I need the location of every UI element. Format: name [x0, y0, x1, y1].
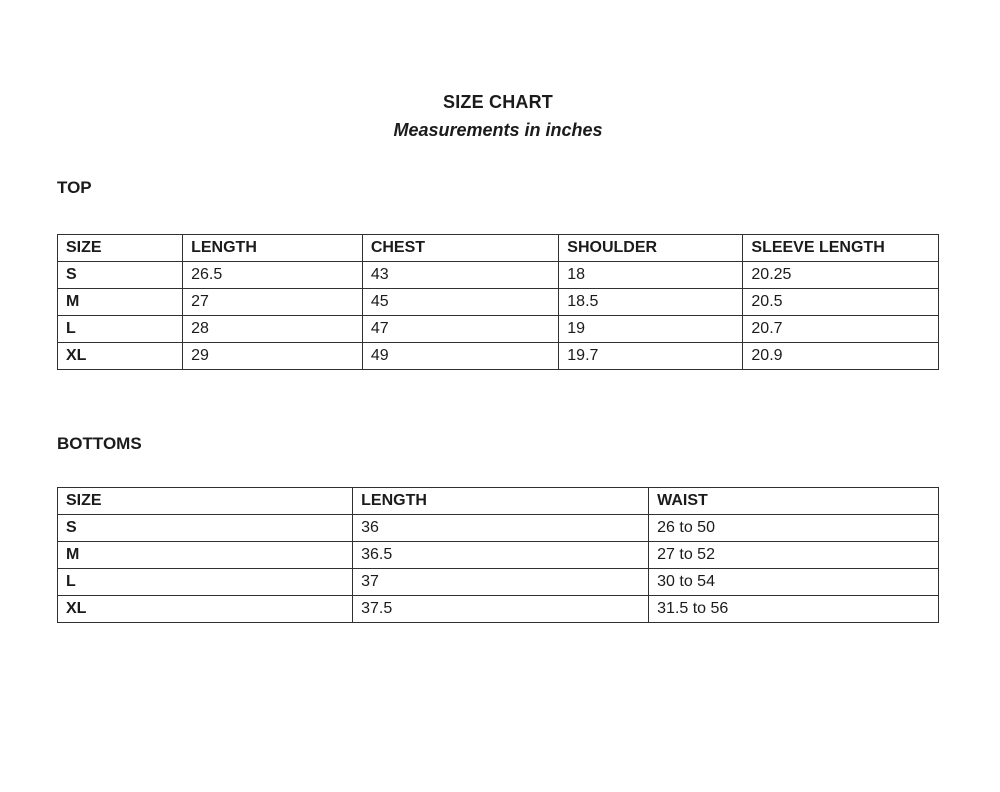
- column-header: LENGTH: [352, 487, 650, 515]
- table-cell: 30 to 54: [648, 568, 939, 596]
- column-header: WAIST: [648, 487, 939, 515]
- column-header: SLEEVE LENGTH: [742, 234, 939, 262]
- table-cell-size: S: [56, 514, 354, 542]
- document-header: SIZE CHART Measurements in inches: [57, 0, 939, 141]
- column-header: CHEST: [361, 234, 560, 262]
- page-subtitle: Measurements in inches: [393, 120, 603, 140]
- table-row: S 26.5 43 18 20.25: [56, 261, 939, 289]
- top-size-table: SIZE LENGTH CHEST SHOULDER SLEEVE LENGTH…: [56, 234, 939, 370]
- table-cell-size: L: [56, 568, 354, 596]
- table-cell: 20.7: [742, 315, 939, 343]
- table-cell-size: M: [56, 541, 354, 569]
- table-cell: 37.5: [352, 595, 650, 623]
- column-header: SIZE: [56, 487, 354, 515]
- table-cell: 20.25: [742, 261, 939, 289]
- table-header-row: SIZE LENGTH WAIST: [56, 487, 939, 515]
- table-header-row: SIZE LENGTH CHEST SHOULDER SLEEVE LENGTH: [56, 234, 939, 262]
- column-header: SIZE: [56, 234, 184, 262]
- table-cell: 28: [182, 315, 363, 343]
- content-column: SIZE CHART Measurements in inches TOP SI…: [56, 0, 939, 623]
- table-cell: 18: [558, 261, 744, 289]
- table-cell: 49: [361, 342, 560, 370]
- table-row: L 28 47 19 20.7: [56, 315, 939, 343]
- table-row: M 27 45 18.5 20.5: [56, 288, 939, 316]
- table-cell: 19: [558, 315, 744, 343]
- table-cell: 20.9: [742, 342, 939, 370]
- table-cell-size: M: [56, 288, 184, 316]
- table-cell: 27 to 52: [648, 541, 939, 569]
- column-header: SHOULDER: [558, 234, 744, 262]
- table-cell: 36: [352, 514, 650, 542]
- table-cell: 20.5: [742, 288, 939, 316]
- table-row: S 36 26 to 50: [56, 514, 939, 542]
- table-row: M 36.5 27 to 52: [56, 541, 939, 569]
- table-cell: 45: [361, 288, 560, 316]
- table-row: XL 29 49 19.7 20.9: [56, 342, 939, 370]
- table-cell-size: S: [56, 261, 184, 289]
- table-cell: 27: [182, 288, 363, 316]
- table-row: L 37 30 to 54: [56, 568, 939, 596]
- column-header: LENGTH: [182, 234, 363, 262]
- table-cell: 19.7: [558, 342, 744, 370]
- table-cell-size: XL: [56, 595, 354, 623]
- table-cell: 31.5 to 56: [648, 595, 939, 623]
- table-cell: 26.5: [182, 261, 363, 289]
- table-cell: 37: [352, 568, 650, 596]
- table-cell: 43: [361, 261, 560, 289]
- table-cell: 47: [361, 315, 560, 343]
- page-title: SIZE CHART: [443, 92, 553, 112]
- table-cell: 18.5: [558, 288, 744, 316]
- table-cell: 36.5: [352, 541, 650, 569]
- table-cell-size: L: [56, 315, 184, 343]
- table-cell-size: XL: [56, 342, 184, 370]
- bottoms-size-table: SIZE LENGTH WAIST S 36 26 to 50 M 36.5 2…: [56, 487, 939, 623]
- table-cell: 26 to 50: [648, 514, 939, 542]
- section-label-bottoms: BOTTOMS: [57, 434, 142, 453]
- table-cell: 29: [182, 342, 363, 370]
- table-row: XL 37.5 31.5 to 56: [56, 595, 939, 623]
- section-label-top: TOP: [57, 178, 92, 197]
